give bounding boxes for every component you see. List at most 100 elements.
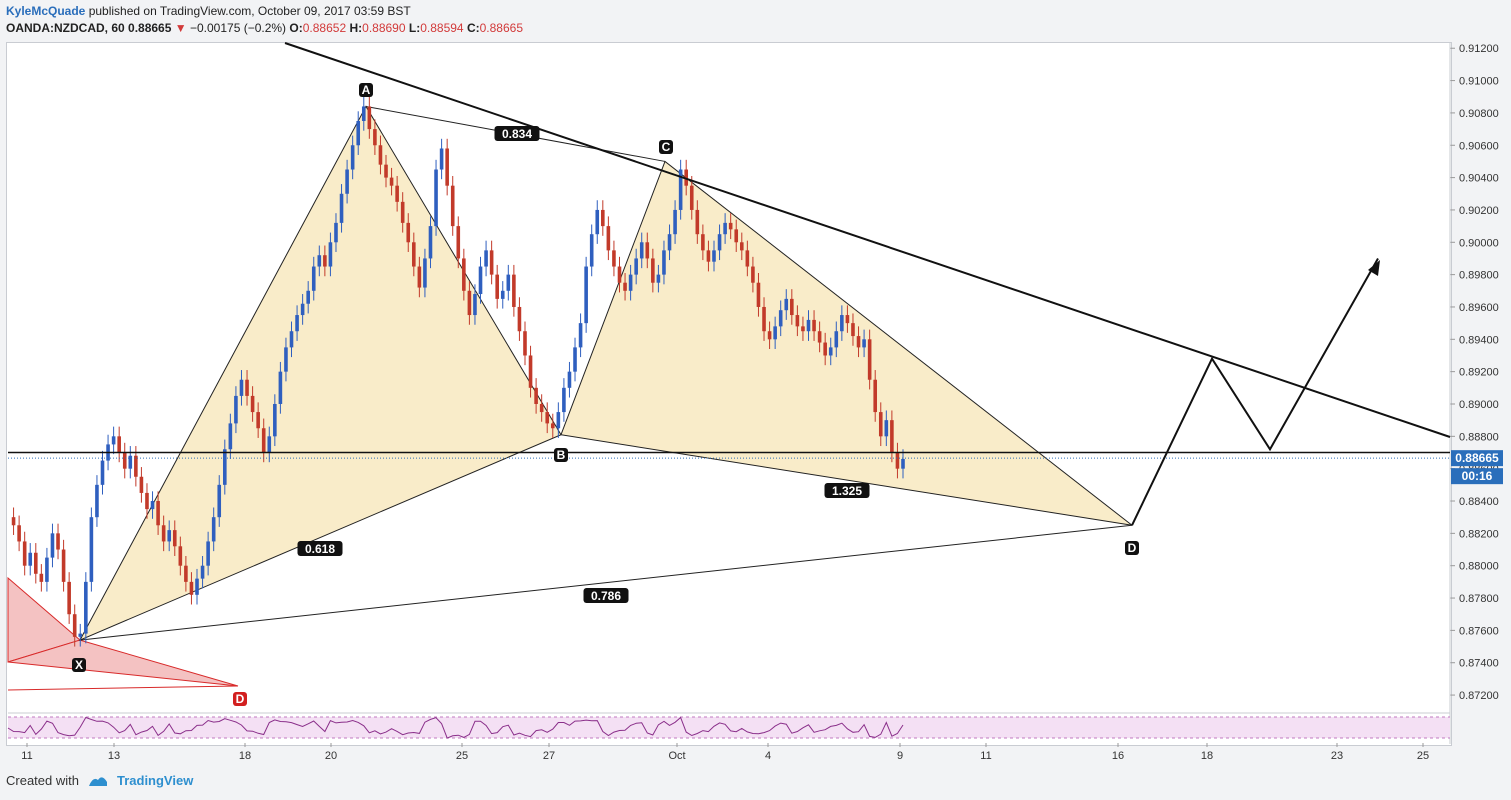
close-value: 0.88665 xyxy=(479,21,524,35)
candle-body xyxy=(840,315,844,332)
y-axis-label: 0.88000 xyxy=(1459,561,1499,573)
candle-body xyxy=(801,326,805,332)
candle-body xyxy=(790,298,794,316)
candle-body xyxy=(284,347,288,372)
candle-body xyxy=(745,250,750,267)
candle-body xyxy=(11,517,16,526)
x-axis-label: 11 xyxy=(21,750,32,762)
y-axis-label: 0.87200 xyxy=(1459,690,1499,702)
candle-body xyxy=(72,614,77,637)
candle-body xyxy=(739,242,744,251)
candle-body xyxy=(695,209,700,235)
candle-body xyxy=(39,573,44,582)
candle-body xyxy=(539,403,544,413)
y-axis-label: 0.90800 xyxy=(1459,108,1499,120)
candle-body xyxy=(33,552,38,574)
candle-body xyxy=(134,455,138,477)
candle-body xyxy=(200,565,205,579)
candle-body xyxy=(834,331,839,348)
candle-body xyxy=(851,323,855,337)
candle-body xyxy=(445,148,449,186)
candle-body xyxy=(473,294,477,316)
candle-body xyxy=(328,242,333,267)
candle-body xyxy=(22,541,27,566)
x-axis-label: 11 xyxy=(980,750,991,762)
candle-body xyxy=(384,164,388,178)
y-axis-label: 0.88800 xyxy=(1459,431,1499,443)
candle-body xyxy=(712,250,716,262)
candle-body xyxy=(462,258,466,291)
ratio-label-bcd-bg xyxy=(824,483,870,498)
candle-body xyxy=(139,476,144,493)
tradingview-brand[interactable]: TradingView xyxy=(116,773,194,788)
published-text: published on TradingView.com, October 09… xyxy=(88,4,411,18)
candle-body xyxy=(111,436,116,445)
candle-body xyxy=(756,282,761,307)
y-axis-label: 0.89800 xyxy=(1459,270,1499,282)
candle-body xyxy=(156,501,160,526)
candle-body xyxy=(306,290,310,304)
ohlc-line: OANDA:NZDCAD, 60 0.88665 ▼ −0.00175 (−0.… xyxy=(6,20,523,37)
rsi-line xyxy=(7,716,904,739)
y-axis-label: 0.91200 xyxy=(1459,43,1499,55)
candle-body xyxy=(223,449,227,485)
ratio-label-ac-bg xyxy=(494,126,540,141)
candle-body xyxy=(673,209,677,235)
candle-body xyxy=(484,250,488,267)
candle-body xyxy=(567,371,572,388)
candle-body xyxy=(617,266,622,283)
candle-body xyxy=(206,541,210,566)
x-axis-label: 23 xyxy=(1331,750,1343,762)
candle-body xyxy=(250,395,255,413)
candle-body xyxy=(128,455,133,469)
candle-body xyxy=(489,250,494,275)
y-axis-label: 0.87800 xyxy=(1459,593,1499,605)
candle-body xyxy=(556,412,561,429)
candle-body xyxy=(878,412,883,437)
candle-body xyxy=(195,578,199,595)
candle-body xyxy=(300,303,305,316)
candle-body xyxy=(651,258,655,283)
candle-body xyxy=(406,222,411,243)
candle-body xyxy=(573,347,577,372)
candle-body xyxy=(634,258,638,275)
candle-body xyxy=(395,185,399,202)
symbol-label[interactable]: OANDA:NZDCAD, 60 xyxy=(6,21,125,35)
candle-body xyxy=(61,549,66,582)
candle-body xyxy=(723,222,727,235)
candle-body xyxy=(450,185,455,227)
previous-pattern-line xyxy=(7,685,239,691)
candle-body xyxy=(145,492,149,510)
candle-body xyxy=(323,255,327,267)
candle-body xyxy=(423,258,427,288)
candle-body xyxy=(78,633,83,637)
candle-body xyxy=(350,145,355,170)
candle-body xyxy=(356,121,361,146)
x-axis-label: 4 xyxy=(765,750,771,762)
y-axis-label: 0.90200 xyxy=(1459,205,1499,217)
last-price: 0.88665 xyxy=(128,21,172,35)
previous-d-label: D xyxy=(236,692,245,706)
x-axis-label: 18 xyxy=(1201,750,1213,762)
bcd-triangle xyxy=(560,160,1133,526)
candle-body xyxy=(439,148,444,170)
candle-body xyxy=(495,274,499,299)
candle-body xyxy=(728,222,733,230)
candle-body xyxy=(273,403,277,437)
candle-body xyxy=(684,169,688,186)
ratio-label-bcd: 1.325 xyxy=(832,484,862,498)
candle-body xyxy=(167,530,172,542)
candle-body xyxy=(184,565,188,582)
ratio-label-xab-bg xyxy=(297,541,343,556)
open-label: O: xyxy=(289,21,303,35)
candle-body xyxy=(117,436,121,453)
author-link[interactable]: KyleMcQuade xyxy=(6,4,86,18)
y-axis-label: 0.89600 xyxy=(1459,302,1499,314)
candle-body xyxy=(667,234,672,251)
candle-body xyxy=(172,530,177,547)
point-label-x: X xyxy=(75,658,83,672)
candle-body xyxy=(689,185,694,210)
candle-body xyxy=(278,371,283,404)
candle-body xyxy=(528,355,533,388)
